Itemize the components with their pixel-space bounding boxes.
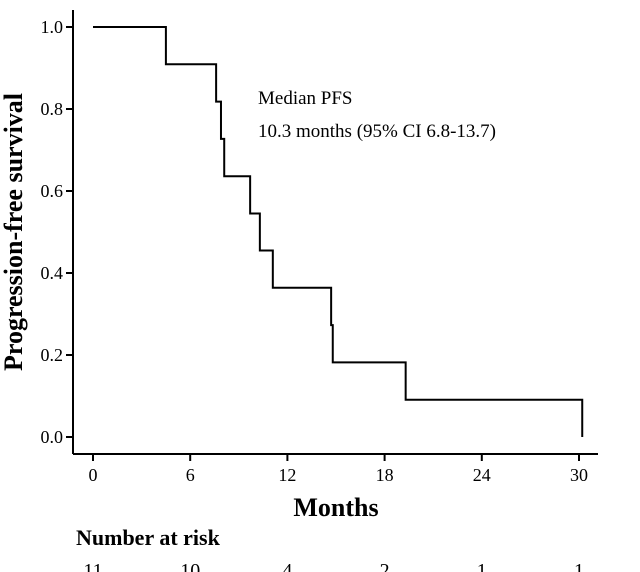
risk-count: 2 (380, 560, 390, 572)
y-tick-label: 0.4 (41, 263, 64, 283)
y-tick-label: 0.8 (41, 99, 64, 119)
risk-count: 1 (574, 560, 584, 572)
x-tick-label: 18 (376, 465, 394, 485)
median-annotation-line1: Median PFS (258, 88, 353, 109)
tick-layer: 0.0 0.2 0.4 0.6 0.8 1.0 0 6 12 18 24 30 (41, 17, 589, 485)
curve-layer (93, 26, 584, 437)
y-axis-title: Progression-free survival (0, 93, 28, 371)
risk-count: 4 (282, 560, 292, 572)
x-tick-label: 12 (278, 465, 296, 485)
x-tick-label: 30 (570, 465, 588, 485)
x-tick-label: 6 (186, 465, 195, 485)
risk-table-row: 11 10 4 2 1 1 (83, 560, 584, 572)
y-tick-label: 0.6 (41, 181, 64, 201)
risk-count: 1 (477, 560, 487, 572)
x-tick-label: 24 (473, 465, 491, 485)
risk-count: 10 (180, 560, 200, 572)
survival-curve (93, 26, 584, 437)
x-axis-title: Months (293, 493, 378, 522)
risk-count: 11 (83, 560, 102, 572)
y-tick-label: 0.0 (41, 427, 64, 447)
median-annotation-line2: 10.3 months (95% CI 6.8-13.7) (258, 121, 496, 142)
axes (72, 10, 598, 455)
y-tick-label: 1.0 (41, 17, 64, 37)
risk-table-title: Number at risk (76, 525, 221, 550)
y-tick-label: 0.2 (41, 345, 64, 365)
x-tick-label: 0 (89, 465, 98, 485)
